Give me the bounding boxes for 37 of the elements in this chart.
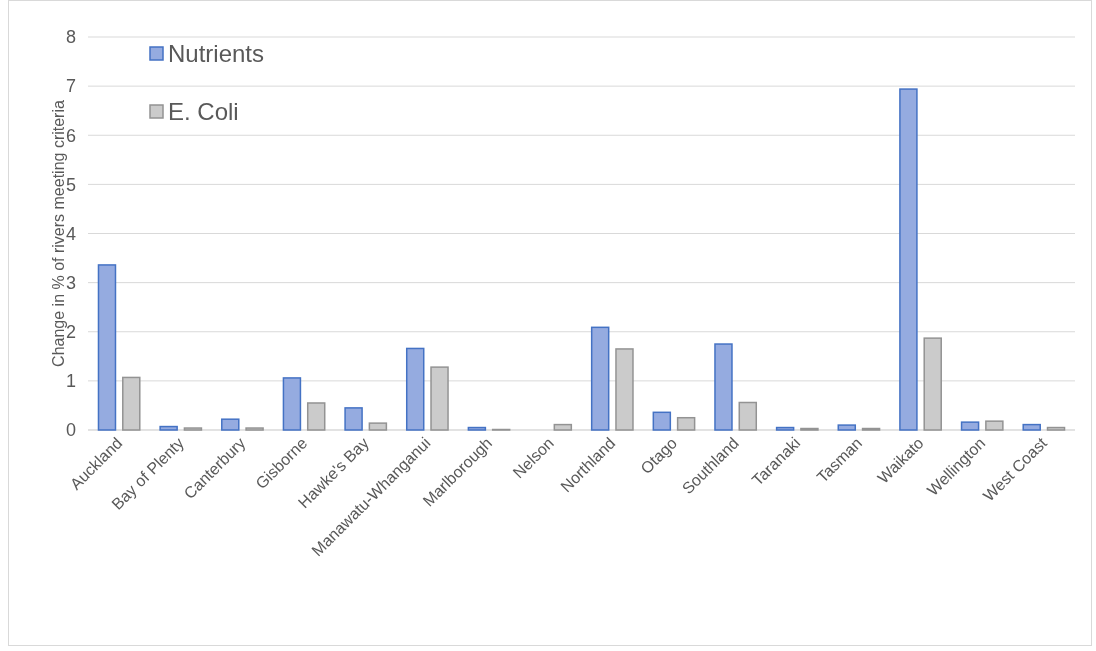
bar [282,377,302,431]
y-tick-label: 6 [65,125,76,146]
bar [837,424,857,431]
y-axis-title: Change in % of rivers meeting criteria [50,100,67,367]
y-tick-label: 5 [65,174,76,195]
bar [676,416,696,431]
y-tick-label: 1 [65,371,76,392]
y-tick-label: 4 [65,223,76,244]
bar [122,376,141,431]
bar [306,402,326,431]
bar [1022,423,1041,431]
bar [368,422,388,431]
legend-label: Nutrients [168,40,265,68]
bar [1046,426,1066,431]
bar [590,326,610,431]
bar [159,425,178,431]
bar [923,337,942,431]
bar [97,264,117,431]
bar [652,411,672,431]
legend-label: E. Coli [168,98,239,126]
bar [738,401,758,431]
y-tick-label: 3 [65,272,76,293]
bar [553,423,573,431]
bar [960,421,980,431]
y-tick-label: 7 [65,76,76,97]
y-tick-label: 0 [65,420,76,441]
y-tick-label: 8 [65,27,76,48]
bar [430,366,449,431]
bar [344,407,363,431]
bar [714,343,733,431]
bar [985,420,1004,431]
bar [221,418,240,431]
bar [899,88,918,431]
bar [405,347,425,431]
bar [467,426,487,431]
bar [775,426,795,431]
bar [615,348,634,431]
